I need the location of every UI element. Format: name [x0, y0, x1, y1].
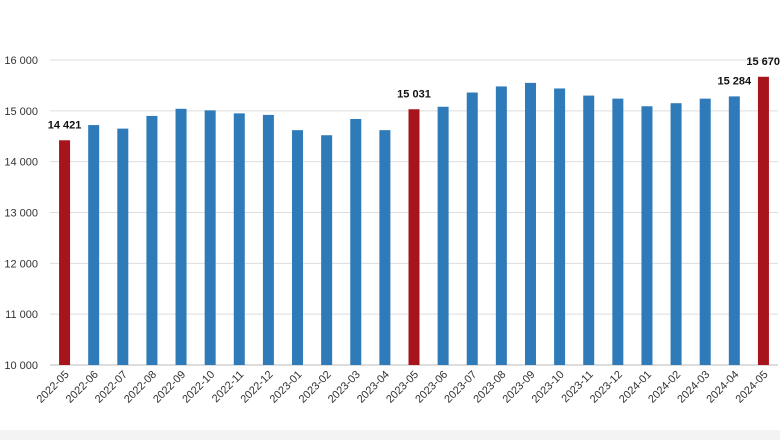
bar [699, 98, 711, 365]
y-tick-label: 15 000 [4, 106, 38, 118]
bar [117, 128, 129, 365]
y-tick-label: 11 000 [5, 309, 38, 321]
data-labels: 14 421 15 031 15 284 15 670 [48, 56, 780, 131]
y-tick-label: 13 000 [4, 208, 38, 220]
bar [350, 118, 362, 365]
x-tick-label: 2023-10 [530, 369, 567, 406]
data-label: 15 284 [717, 75, 752, 87]
bar [408, 109, 420, 365]
bar [146, 115, 158, 366]
bar [59, 140, 71, 365]
y-tick-label: 16 000 [4, 55, 38, 67]
bar [175, 108, 187, 366]
bar [292, 130, 304, 365]
bar [379, 130, 391, 365]
data-label: 14 421 [48, 119, 82, 131]
bar [466, 92, 478, 366]
bar [88, 125, 100, 365]
bar [728, 96, 740, 365]
bar [204, 110, 216, 365]
bar [437, 106, 449, 366]
x-tick-label: 2022-10 [180, 369, 217, 406]
y-axis-ticks: 10 000 11 000 12 000 13 000 14 000 15 000 16 0… [4, 55, 38, 372]
bar [612, 98, 624, 365]
bars [59, 76, 769, 366]
data-label: 15 670 [746, 56, 780, 68]
y-tick-label: 14 000 [4, 157, 38, 169]
bar [495, 86, 507, 365]
bar [321, 135, 333, 365]
x-axis-ticks: 2022-052022-062022-072022-082022-092022-… [35, 369, 771, 406]
y-tick-label: 12 000 [4, 258, 38, 270]
data-label: 15 031 [397, 88, 431, 100]
bar [524, 82, 536, 365]
bar [641, 106, 653, 365]
bar [233, 113, 245, 365]
footer-band [0, 430, 780, 440]
bar [583, 95, 595, 365]
bar [554, 88, 566, 365]
x-tick-label: 2024-05 [734, 369, 771, 406]
bar [670, 103, 682, 365]
bar [262, 114, 274, 366]
y-tick-label: 10 000 [4, 360, 38, 372]
bar [757, 76, 769, 366]
